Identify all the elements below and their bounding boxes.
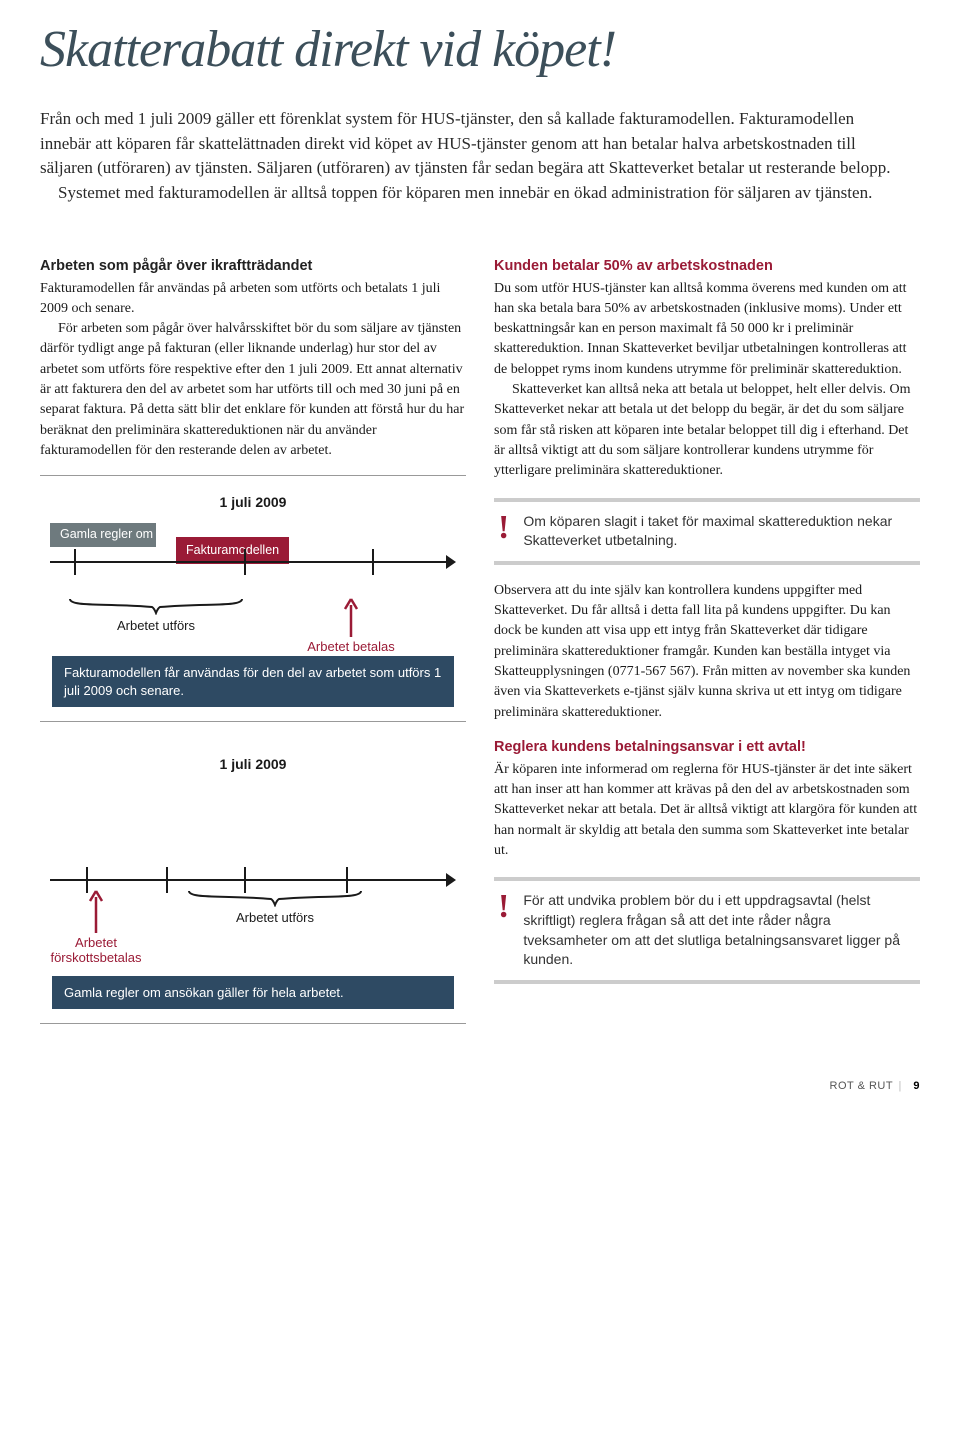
notice-1-text: Om köparen slagit i taket för maximal sk… [523,512,916,551]
diagram1-tag-gray: Gamla regler om ansökan [50,523,156,547]
intro-p2: Systemet med fakturamodellen är alltså t… [58,183,872,202]
page-footer: ROT & RUT | 9 [40,1080,920,1092]
diagram-1: 1 juli 2009 Gamla regler om ansökan Fakt… [40,475,466,722]
footer-page-number: 9 [913,1080,920,1092]
right-s2-body: Observera att du inte själv kan kontroll… [494,581,920,723]
timeline-tick [166,867,168,893]
diagram1-tag-gray-label: Gamla regler om ansökan [60,527,146,542]
diagram2-bluebar: Gamla regler om ansökan gäller för hela … [52,976,454,1010]
diagram1-date: 1 juli 2009 [46,492,460,512]
diagram-2: 1 juli 2009 Arbetet förskottsbetalas [40,738,466,1024]
timeline-tick [244,549,246,575]
left-column: Arbeten som pågår över ikraftträdandet F… [40,256,466,1041]
right-s3-title: Reglera kundens betalningsansvar i ett a… [494,737,920,758]
diagram1-brace-left-label: Arbetet utförs [56,617,256,636]
right-s1-body2: Skatteverket kan alltså neka att betala … [494,380,920,481]
diagram2-date: 1 juli 2009 [46,754,460,774]
brace-icon [66,597,246,615]
right-s3-body: Är köparen inte informerad om reglerna f… [494,760,920,861]
timeline-line [50,561,448,563]
intro-p1: Från och med 1 juli 2009 gäller ett före… [40,109,891,177]
diagram2-left-label-1: Arbetet [46,935,146,951]
intro-block: Från och med 1 juli 2009 gäller ett före… [40,107,900,206]
exclamation-icon: ! [498,512,509,551]
timeline-tick [346,867,348,893]
notice-2: ! För att undvika problem bör du i ett u… [494,877,920,983]
timeline-tick [244,867,246,893]
diagram1-brace-right-label: Arbetet betalas [296,639,406,655]
notice-2-text: För att undvika problem bör du i ett upp… [523,891,916,969]
diagram1-bluebar: Fakturamodellen får användas för den del… [52,656,454,707]
timeline-line [50,879,448,881]
page-title: Skatterabatt direkt vid köpet! [40,20,920,79]
timeline-tick [74,549,76,575]
left-s1-body1: Fakturamodellen får användas på arbeten … [40,279,466,320]
footer-label: ROT & RUT [830,1080,893,1092]
left-s1-title: Arbeten som pågår över ikraftträdandet [40,256,466,277]
right-column: Kunden betalar 50% av arbetskostnaden Du… [494,256,920,1041]
timeline-tick [372,549,374,575]
exclamation-icon: ! [498,891,509,969]
left-s1-body2: För arbeten som pågår över halvårsskifte… [40,319,466,461]
arrow-up-icon [342,597,360,637]
diagram2-left-label-2: förskottsbetalas [46,950,146,966]
timeline-arrowhead-icon [446,555,456,569]
notice-1: ! Om köparen slagit i taket för maximal … [494,498,920,565]
right-s1-title: Kunden betalar 50% av arbetskostnaden [494,256,920,277]
timeline-arrowhead-icon [446,873,456,887]
diagram2-brace-label: Arbetet utförs [180,909,370,928]
timeline-tick [86,867,88,893]
right-s1-body1: Du som utför HUS-tjänster kan alltså kom… [494,279,920,380]
